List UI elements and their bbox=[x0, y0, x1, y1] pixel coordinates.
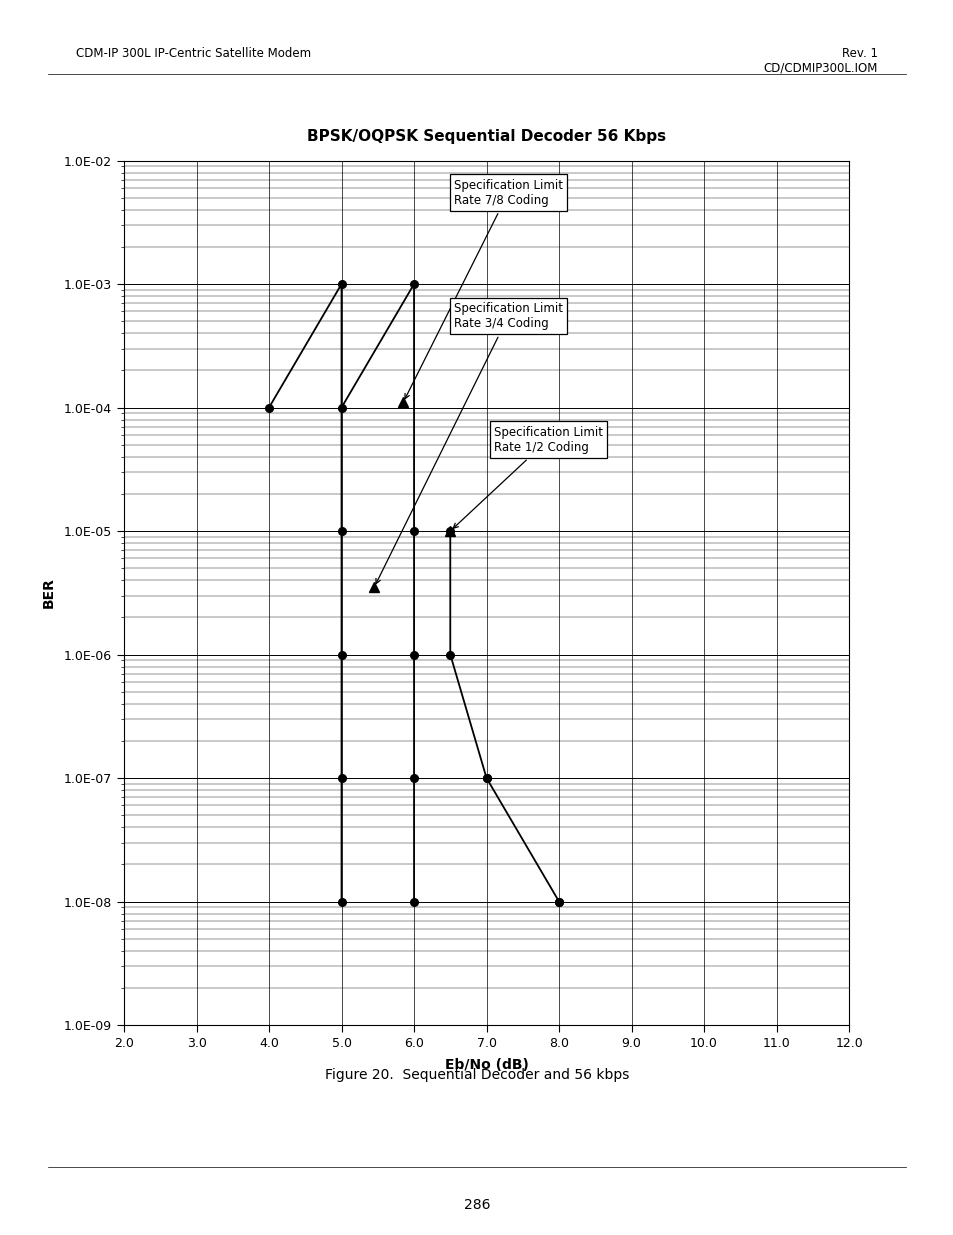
Text: CD/CDMIP300L.IOM: CD/CDMIP300L.IOM bbox=[762, 62, 877, 75]
Text: Specification Limit
Rate 7/8 Coding: Specification Limit Rate 7/8 Coding bbox=[405, 179, 562, 399]
Text: CDM-IP 300L IP-Centric Satellite Modem: CDM-IP 300L IP-Centric Satellite Modem bbox=[76, 47, 311, 61]
X-axis label: Eb/No (dB): Eb/No (dB) bbox=[444, 1058, 528, 1072]
Text: Specification Limit
Rate 1/2 Coding: Specification Limit Rate 1/2 Coding bbox=[453, 426, 602, 529]
Y-axis label: BER: BER bbox=[42, 578, 55, 608]
Text: Figure 20.  Sequential Decoder and 56 kbps: Figure 20. Sequential Decoder and 56 kbp… bbox=[324, 1068, 629, 1082]
Text: 286: 286 bbox=[463, 1198, 490, 1212]
Title: BPSK/OQPSK Sequential Decoder 56 Kbps: BPSK/OQPSK Sequential Decoder 56 Kbps bbox=[307, 130, 665, 144]
Text: Rev. 1: Rev. 1 bbox=[841, 47, 877, 61]
Text: Specification Limit
Rate 3/4 Coding: Specification Limit Rate 3/4 Coding bbox=[375, 303, 562, 584]
